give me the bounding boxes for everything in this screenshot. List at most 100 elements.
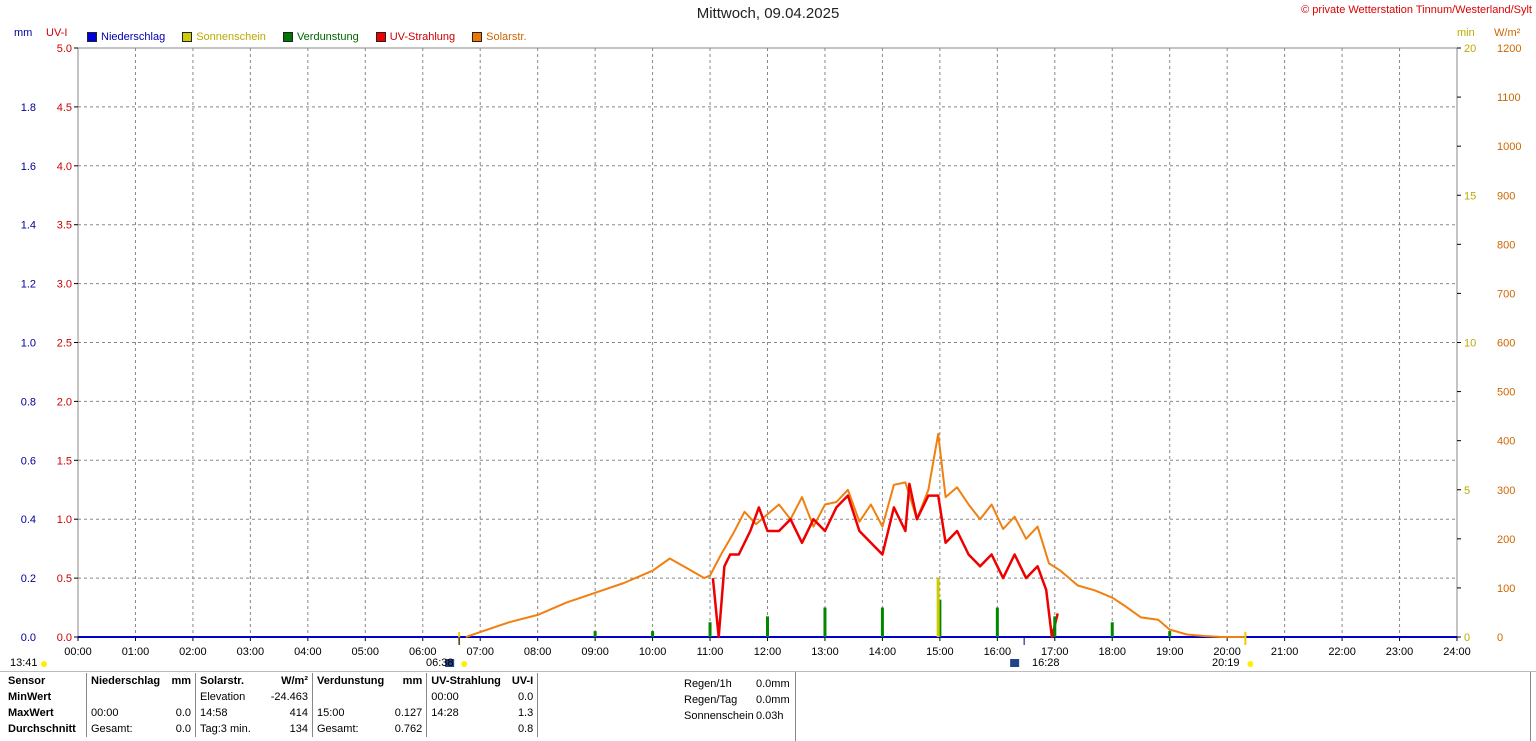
- verdunstung-bar: [1053, 616, 1057, 637]
- chart-title: Mittwoch, 09.04.2025: [696, 5, 840, 22]
- moonset-moon-icon: [1010, 659, 1020, 667]
- stats-v-val: [388, 689, 427, 705]
- solar-tick-label: 700: [1497, 288, 1515, 300]
- x-tick-label: 03:00: [237, 646, 265, 658]
- legend-swatch-uv: [375, 32, 386, 42]
- stats-header-row: Sensor Niederschlag mm Solarstr. W/m² Ve…: [4, 673, 547, 689]
- stats-n-time: Gesamt:: [86, 721, 165, 737]
- x-tick-label: 23:00: [1386, 646, 1414, 658]
- min-tick-label: 10: [1464, 338, 1476, 350]
- rain-info-row: Sonnenschein 0.03h: [684, 708, 790, 724]
- x-tick-label: 01:00: [122, 646, 150, 658]
- x-tick-label: 15:00: [926, 646, 954, 658]
- mm-axis-unit: mm: [14, 27, 33, 39]
- mm-tick-label: 1.4: [21, 220, 36, 232]
- uv-tick-label: 1.5: [57, 455, 72, 467]
- mm-tick-label: 0.6: [21, 455, 36, 467]
- solar-tick-label: 400: [1497, 436, 1515, 448]
- solar-tick-label: 900: [1497, 190, 1515, 202]
- legend-swatch-verdunstung: [282, 32, 293, 42]
- x-tick-label: 17:00: [1041, 646, 1069, 658]
- legend-swatch-solar: [472, 32, 483, 42]
- stats-header-n-unit: mm: [171, 675, 191, 687]
- x-tick-label: 11:00: [697, 646, 724, 658]
- stats-header-sensor: Sensor: [8, 675, 46, 687]
- verdunstung-bar: [995, 607, 999, 637]
- stats-divider-right: [1530, 672, 1531, 741]
- legend-item-verdunstung: Verdunstung: [282, 31, 359, 43]
- stats-v-time: 15:00: [312, 705, 389, 721]
- min-tick-label: 5: [1464, 485, 1470, 497]
- x-tick-label: 21:00: [1271, 646, 1299, 658]
- mm-tick-label: 1.8: [21, 102, 36, 114]
- x-tick-label: 20:00: [1213, 646, 1241, 658]
- rain-info-row: Regen/Tag 0.0mm: [684, 692, 790, 708]
- min-tick-label: 20: [1464, 43, 1476, 55]
- rain-info-row: Regen/1h 0.0mm: [684, 676, 790, 692]
- stats-divider: [795, 672, 796, 741]
- stats-end-sep: [537, 673, 547, 689]
- rain-info-value: 0.0mm: [756, 694, 790, 706]
- stats-header-solar: Solarstr.: [195, 673, 260, 689]
- verdunstung-bar: [823, 607, 827, 637]
- uv-tick-label: 2.0: [57, 396, 72, 408]
- stats-table: Sensor Niederschlag mm Solarstr. W/m² Ve…: [4, 673, 547, 737]
- x-tick-label: 12:00: [754, 646, 782, 658]
- chart-legend: Niederschlag Sonnenschein Verdunstung UV…: [87, 31, 544, 43]
- solar-tick-label: 0: [1497, 632, 1503, 644]
- now-sun-icon: [41, 661, 47, 667]
- solar-tick-label: 500: [1497, 387, 1515, 399]
- solar-tick-label: 200: [1497, 534, 1515, 546]
- uv-tick-label: 0.5: [57, 573, 72, 585]
- solar-tick-label: 100: [1497, 583, 1515, 595]
- uv-tick-label: 4.5: [57, 102, 72, 114]
- verdunstung-bar: [880, 607, 884, 637]
- stats-u-val: 0.8: [517, 723, 534, 735]
- legend-label-solar: Solarstr.: [486, 31, 527, 43]
- stats-s-val: 414: [289, 707, 308, 719]
- solar-tick-label: 600: [1497, 338, 1515, 350]
- stats-s-time: Tag:3 min.: [195, 721, 260, 737]
- legend-label-verdunstung: Verdunstung: [296, 31, 359, 43]
- sonnenschein-bar: [936, 578, 940, 637]
- stats-u-time: 00:00: [426, 689, 508, 705]
- stats-n-time: [86, 689, 165, 705]
- verdunstung-bar: [1110, 622, 1114, 637]
- stats-v-val: 0.127: [394, 707, 423, 719]
- verdunstung-bar: [1168, 631, 1172, 637]
- x-tick-label: 07:00: [466, 646, 494, 658]
- stats-header-uv: UV-Strahlung: [426, 673, 508, 689]
- legend-item-uv: UV-Strahlung: [375, 31, 456, 43]
- verdunstung-bar: [938, 599, 942, 637]
- rain-info-label: Regen/1h: [684, 678, 732, 690]
- x-tick-label: 22:00: [1328, 646, 1356, 658]
- rain-info-label: Sonnenschein: [684, 710, 754, 722]
- legend-label-niederschlag: Niederschlag: [101, 31, 166, 43]
- moonset-time: 16:28: [1032, 657, 1060, 669]
- x-tick-label: 04:00: [294, 646, 322, 658]
- rain-info-value: 0.0mm: [756, 678, 790, 690]
- stats-s-time: 14:58: [195, 705, 260, 721]
- legend-label-uv: UV-Strahlung: [389, 31, 456, 43]
- verdunstung-bar: [651, 631, 655, 637]
- uv-tick-label: 1.0: [57, 514, 72, 526]
- x-tick-label: 00:00: [64, 646, 92, 658]
- stats-s-time: Elevation: [195, 689, 260, 705]
- mm-tick-label: 0.2: [21, 573, 36, 585]
- rain-info: Regen/1h 0.0mm Regen/Tag 0.0mm Sonnenschei…: [684, 676, 790, 724]
- legend-item-sonnenschein: Sonnenschein: [182, 31, 266, 43]
- stats-header-v-unit: mm: [402, 675, 423, 687]
- x-tick-label: 18:00: [1098, 646, 1126, 658]
- x-tick-label: 19:00: [1156, 646, 1184, 658]
- stats-end-sep: [537, 721, 547, 737]
- solar-tick-label: 300: [1497, 485, 1515, 497]
- min-tick-label: 0: [1464, 632, 1470, 644]
- x-tick-label: 08:00: [524, 646, 552, 658]
- x-tick-label: 16:00: [984, 646, 1012, 658]
- verdunstung-bar: [708, 622, 712, 637]
- solar-tick-label: 1100: [1497, 92, 1521, 104]
- x-tick-label: 14:00: [869, 646, 897, 658]
- solar-axis-unit: W/m²: [1494, 27, 1521, 39]
- solar-tick-label: 1200: [1497, 43, 1521, 55]
